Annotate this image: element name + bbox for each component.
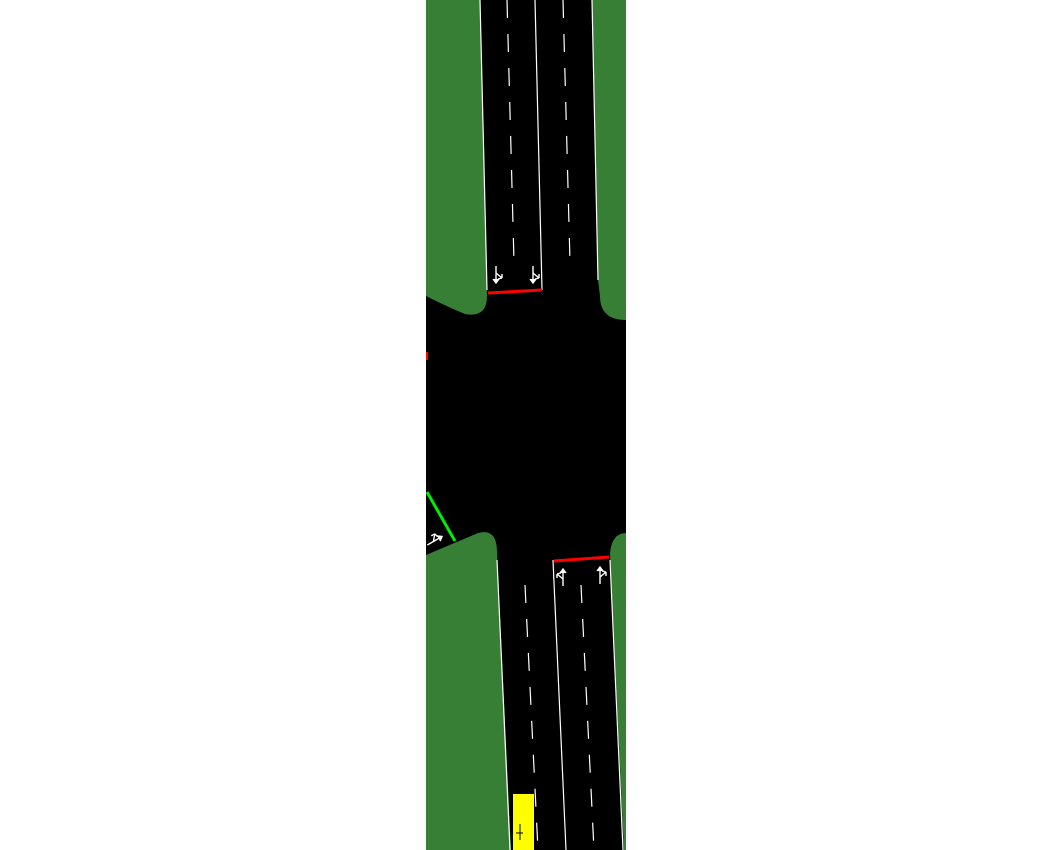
north-center-line (534, 0, 543, 291)
west-stop-bar-signal (426, 491, 457, 542)
grass-northwest (426, 0, 487, 315)
south-lane-divider-inbound (580, 584, 595, 850)
grass-southwest (426, 532, 511, 850)
south-edge-left (496, 559, 511, 850)
north-stop-bar-signal (487, 288, 543, 295)
north-lane-divider-outbound (562, 0, 571, 263)
grass-northeast (592, 0, 626, 320)
north-lane-divider-inbound (506, 0, 515, 263)
north-edge-left (479, 0, 488, 291)
north-edge-right (591, 0, 599, 281)
grass-southeast (610, 533, 626, 850)
south-edge-right (609, 559, 624, 850)
south-lane-divider-outbound (524, 584, 539, 850)
south-stop-bar-signal (553, 555, 610, 563)
south-center-line (552, 559, 567, 850)
west-signal-marker (426, 352, 428, 360)
vehicle-car[interactable] (513, 794, 534, 850)
